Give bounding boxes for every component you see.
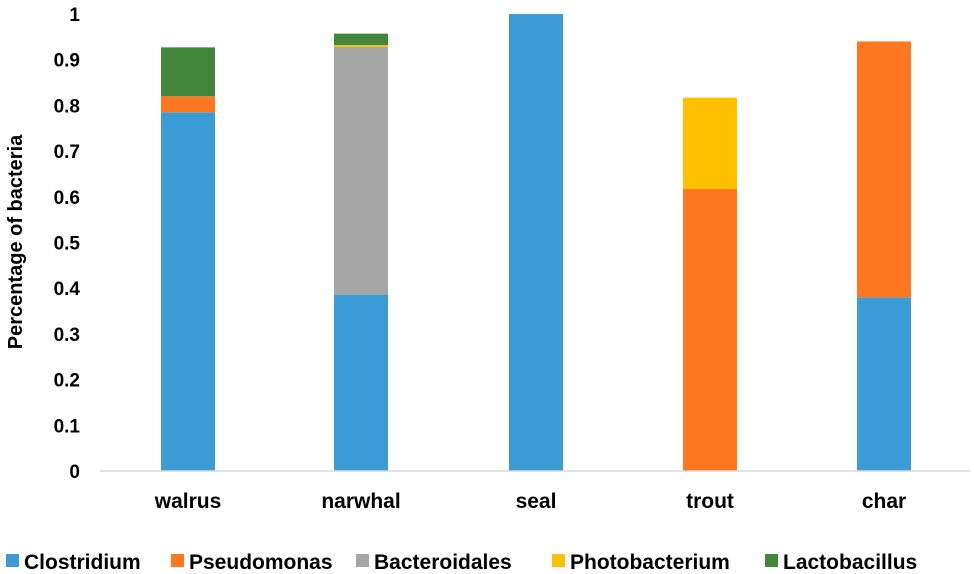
x-tick-label: trout <box>686 490 734 513</box>
bar-stack-seal <box>509 14 563 471</box>
bar-segment-walrus-pseudomonas <box>161 96 215 113</box>
legend-item-pseudomonas: Pseudomonas <box>171 551 333 574</box>
bar-stack-walrus <box>161 47 215 471</box>
x-tick-label: narwhal <box>321 490 400 513</box>
x-tick-label: walrus <box>154 490 222 513</box>
y-axis-ticks: 0 0.1 0.2 0.3 0.4 0.5 0.6 0.7 0.8 0.9 1 <box>54 5 81 483</box>
x-tick-label: char <box>862 490 906 513</box>
bar-segment-seal-clostridium <box>509 14 563 471</box>
legend-swatch <box>171 554 184 567</box>
legend-label: Photobacterium <box>570 551 730 574</box>
y-tick-label: 0.2 <box>54 371 80 392</box>
legend-swatch <box>356 554 369 567</box>
bar-segment-narwhal-clostridium <box>334 294 388 471</box>
bar-stack-narwhal <box>334 33 388 471</box>
legend-item-clostridium: Clostridium <box>6 551 141 574</box>
legend-label: Pseudomonas <box>189 551 333 574</box>
bar-segment-char-pseudomonas <box>857 41 911 298</box>
legend-label: Lactobacillus <box>783 551 917 574</box>
y-tick-label: 0.4 <box>54 279 81 300</box>
legend-item-bacteroidales: Bacteroidales <box>356 551 512 574</box>
legend-swatch <box>765 554 778 567</box>
bar-segment-walrus-lactobacillus <box>161 47 215 97</box>
legend-swatch <box>6 554 19 567</box>
y-tick-label: 0.1 <box>54 416 81 437</box>
bar-segment-trout-photobacterium <box>683 97 737 190</box>
bar-stack-trout <box>683 97 737 471</box>
legend-item-lactobacillus: Lactobacillus <box>765 551 917 574</box>
bars <box>161 14 911 471</box>
bar-segment-trout-pseudomonas <box>683 189 737 471</box>
x-axis-labels: walrus narwhal seal trout char <box>154 490 906 513</box>
legend-item-photobacterium: Photobacterium <box>552 551 730 574</box>
y-tick-label: 0 <box>69 462 80 483</box>
y-tick-label: 0.6 <box>54 188 80 209</box>
bar-segment-narwhal-lactobacillus <box>334 33 388 46</box>
bar-segment-narwhal-photobacterium <box>334 45 388 47</box>
y-axis-title: Percentage of bacteria <box>5 134 27 349</box>
y-tick-label: 0.9 <box>54 51 80 72</box>
legend-label: Clostridium <box>24 551 141 574</box>
bar-segment-char-clostridium <box>857 297 911 471</box>
x-tick-label: seal <box>516 490 557 513</box>
y-tick-label: 0.7 <box>54 142 80 163</box>
y-tick-label: 1 <box>69 5 80 26</box>
y-tick-label: 0.8 <box>54 96 80 117</box>
bar-stack-char <box>857 41 911 471</box>
bar-segment-narwhal-bacteroidales <box>334 46 388 295</box>
legend: Clostridium Pseudomonas Bacteroidales Photo… <box>6 551 917 574</box>
y-tick-label: 0.5 <box>54 234 81 255</box>
y-tick-label: 0.3 <box>54 325 80 346</box>
bar-segment-walrus-clostridium <box>161 112 215 471</box>
legend-label: Bacteroidales <box>374 551 512 574</box>
legend-swatch <box>552 554 565 567</box>
